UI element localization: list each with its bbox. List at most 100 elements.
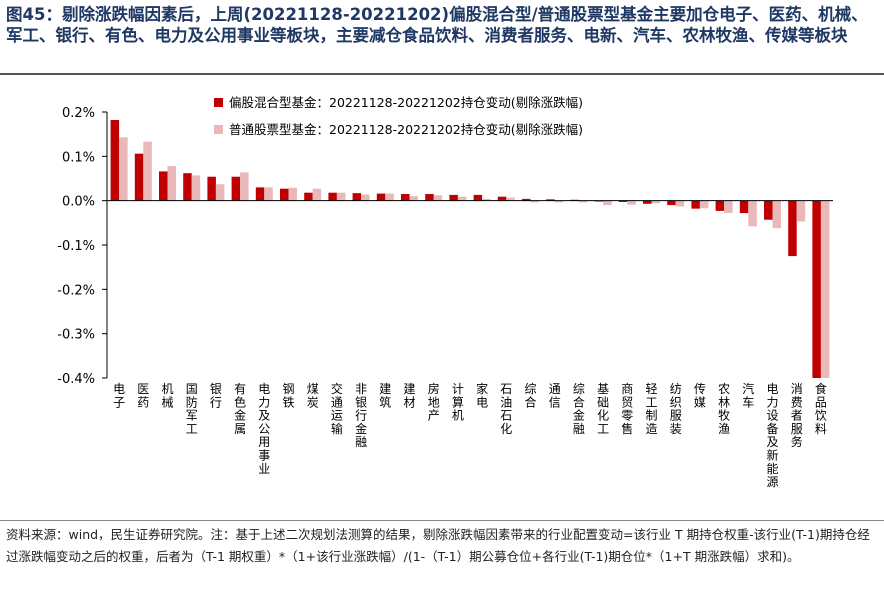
x-tick-label: 基础化工 [597,382,609,436]
x-tick-label: 电力设备及新能源 [766,382,778,489]
title-divider [0,73,884,75]
x-tick-label: 综合金融 [573,382,585,436]
bar-series-2 [312,188,322,201]
bar-series-2 [675,200,685,207]
x-tick-label: 电力及公用事业 [258,382,270,476]
x-tick-label: 国防军工 [186,382,198,436]
bar-series-2 [603,200,612,206]
bar-series-2 [167,166,176,201]
bar-series-1 [764,200,773,220]
bar-series-2 [336,192,346,201]
x-tick-label: 交通运输 [331,381,343,436]
x-tick-label: 商贸零售 [621,381,633,436]
chart-bars [110,119,830,378]
bar-series-1 [159,171,168,201]
source-divider [0,520,884,521]
bar-series-2 [361,194,370,201]
bar-series-2 [191,175,201,201]
bar-series-1 [522,198,531,201]
y-tick-label: -0.2% [57,283,95,298]
y-tick-label: -0.3% [57,328,95,343]
legend-label-series-2: 普通股票型基金：20221128-20221202持仓变动(剔除涨跌幅) [229,122,583,137]
x-tick-label: 综合 [524,382,536,409]
x-tick-label: 房地产 [428,381,440,423]
figure-title: 图45：剔除涨跌幅因素后，上周(20221128-20221202)偏股混合型/… [6,5,868,45]
x-tick-label: 建筑 [379,382,391,409]
y-tick-label: -0.1% [57,239,95,254]
x-tick-label: 钢铁 [282,382,294,409]
x-tick-label: 有色金属 [234,382,246,436]
bar-series-1 [183,173,192,201]
bar-series-2 [240,172,249,201]
bar-series-2 [699,200,709,209]
bar-series-1 [110,119,120,201]
bar-series-2 [820,200,830,378]
bar-series-2 [409,196,418,201]
bar-series-2 [119,137,128,201]
bar-series-1 [691,200,700,209]
bar-series-1 [788,200,797,257]
bar-series-1 [497,196,507,201]
bar-series-1 [546,199,555,201]
x-tick-label: 建材 [403,382,415,409]
bar-series-1 [715,200,725,211]
x-tick-label: 医药 [137,382,149,409]
bar-series-2 [264,187,273,201]
bar-series-1 [401,194,410,201]
x-tick-label: 机械 [161,382,173,409]
x-tick-label: 传媒 [694,381,706,409]
bar-series-1 [812,200,821,378]
y-tick-label: 0.2% [62,106,95,121]
source-note: 资料来源：wind，民生证券研究院。注：基于上述二次规划法测算的结果，剔除涨跌幅… [6,527,870,564]
legend-label-series-1: 偏股混合型基金：20221128-20221202持仓变动(剔除涨跌幅) [229,95,583,110]
bar-series-2 [143,141,152,201]
bar-series-2 [651,200,660,204]
bar-series-1 [231,176,241,201]
bar-series-1 [328,192,337,201]
x-tick-label: 食品饮料 [815,381,827,436]
bar-series-2 [215,184,225,201]
bar-series-1 [739,200,749,214]
bar-series-2 [748,200,757,227]
bar-series-2 [530,200,539,203]
bar-series-2 [772,200,781,229]
chart-legend: 偏股混合型基金：20221128-20221202持仓变动(剔除涨跌幅) 普通股… [214,95,583,137]
bar-series-1 [376,193,386,201]
x-tick-label: 石油石化 [500,382,512,436]
bar-series-1 [207,176,216,201]
x-tick-label: 银行 [210,382,222,409]
bar-series-1 [473,194,483,201]
legend-swatch-series-2 [214,125,223,134]
bar-series-2 [554,200,564,203]
bar-series-2 [724,200,733,214]
chart-axes: 0.2% 0.1% 0.0% -0.1% -0.2% -0.3% -0.4% 电子医药机械国防… [57,106,833,489]
y-tick-label: -0.4% [57,372,95,387]
x-tick-label: 家电 [476,381,488,409]
bar-series-2 [385,193,394,201]
bar-series-2 [457,196,467,201]
x-tick-label: 轻工制造 [645,382,657,436]
bar-series-1 [352,193,362,201]
x-tick-label: 通信 [549,382,561,409]
y-tick-label: 0.1% [62,150,95,165]
x-tick-label: 汽车 [742,381,754,409]
x-tick-label: 计算机 [452,382,464,423]
bar-series-2 [482,198,491,201]
x-tick-label: 非银行金融 [355,382,367,449]
bar-series-1 [449,194,458,201]
bar-series-2 [506,197,515,201]
x-tick-label: 煤炭 [307,382,319,409]
bar-series-1 [425,194,434,201]
bar-series-1 [280,188,289,201]
bar-series-1 [304,192,313,201]
bar-series-2 [433,195,443,201]
bar-series-1 [618,200,628,202]
legend-swatch-series-1 [214,98,223,107]
x-tick-label: 电子 [113,382,125,409]
bar-series-2 [627,200,636,205]
bar-series-1 [134,153,144,201]
x-tick-label: 农林牧渔 [718,382,730,436]
bar-series-1 [667,200,676,206]
bar-series-1 [643,200,652,204]
bar-series-2 [288,187,297,201]
